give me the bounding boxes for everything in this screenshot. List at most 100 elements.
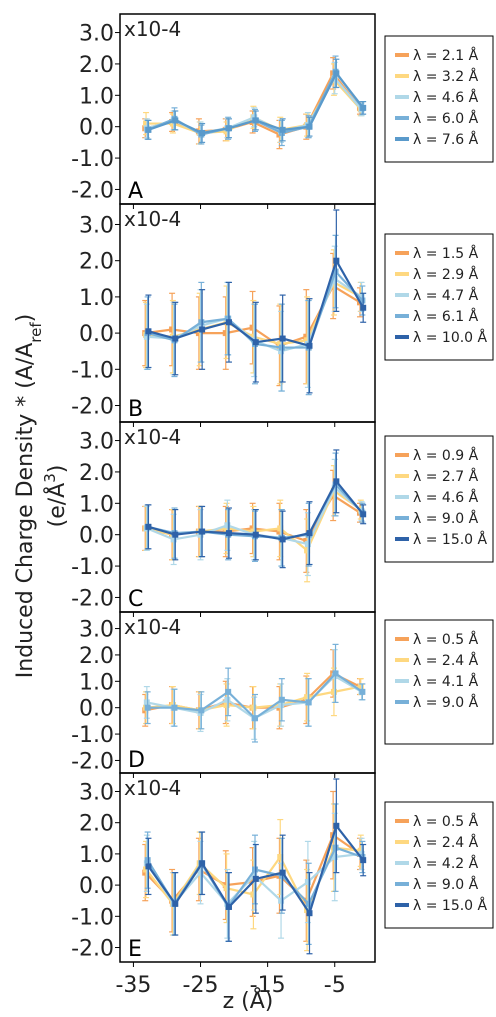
data-point: [225, 903, 232, 910]
y-tick-label: 0.0: [79, 524, 114, 549]
data-point: [172, 335, 179, 342]
data-point: [304, 547, 311, 554]
data-point: [305, 699, 312, 706]
legend: λ = 0.9 Å λ = 2.7 Å λ = 4.6 Å λ = 9.0 Å λ = …: [384, 435, 494, 563]
data-point: [197, 869, 204, 876]
y-tick-label: 1.0: [79, 843, 114, 868]
y-tick-label: -1.0: [71, 147, 114, 172]
legend-entry: λ = 2.4 Å: [413, 652, 479, 669]
legend-entry: λ = 9.0 Å: [413, 876, 479, 893]
panel-letter: D: [128, 748, 145, 773]
data-point: [143, 333, 150, 340]
data-point: [223, 702, 230, 709]
series-2: [143, 249, 364, 385]
data-point: [278, 897, 285, 904]
y-tick-label: -2.0: [71, 937, 114, 962]
y-tick-label: 1.0: [79, 286, 114, 311]
legend-entry: λ = 9.0 Å: [413, 510, 479, 527]
data-point: [169, 326, 176, 333]
data-point: [225, 315, 232, 322]
plot-frame: [119, 772, 376, 963]
data-point: [145, 863, 152, 870]
data-point: [304, 694, 311, 701]
series-4: [144, 55, 366, 147]
data-point: [306, 910, 313, 917]
data-point: [223, 128, 230, 135]
y-tick-label: -1.0: [71, 905, 114, 930]
data-point: [279, 869, 286, 876]
data-point: [143, 120, 150, 127]
y-tick-label: -2.0: [71, 395, 114, 420]
legend-entry: λ = 15.0 Å: [413, 531, 488, 548]
data-point: [279, 335, 286, 342]
y-tick-label: 2.0: [79, 461, 114, 486]
data-point: [171, 704, 178, 711]
panel-a: 3.0 2.0 1.0 0.0 -1.0 -2.0 x10-4 Aλ = 2.1 Å λ = 3…: [71, 13, 494, 209]
data-point: [143, 866, 150, 873]
y-tick-label: 0.0: [79, 116, 114, 141]
data-point: [360, 104, 367, 111]
data-point: [224, 522, 231, 529]
data-point: [252, 875, 259, 882]
data-point: [279, 536, 286, 543]
y-tick-label: -2.0: [71, 749, 114, 774]
data-point: [304, 878, 311, 885]
data-point: [197, 322, 204, 329]
data-point: [223, 525, 230, 532]
legend-entry: λ = 4.1 Å: [413, 673, 479, 690]
data-point: [358, 293, 365, 300]
data-point: [359, 297, 366, 304]
series-5: [145, 209, 367, 394]
data-point: [222, 330, 229, 337]
data-point: [333, 478, 340, 485]
y-tick-label: -2.0: [71, 586, 114, 611]
data-point: [250, 333, 257, 340]
y-tick-label: 2.0: [79, 53, 114, 78]
data-point: [330, 688, 337, 695]
data-point: [332, 844, 339, 851]
data-point: [360, 511, 367, 518]
data-point: [144, 704, 151, 711]
x-tick-label: -15: [250, 973, 286, 998]
data-point: [278, 129, 285, 136]
y-axis-title: Induced Charge Density * (A/Aref): [13, 314, 45, 679]
x-tick-label: -5: [324, 973, 346, 998]
scale-multiplier: x10-4: [124, 207, 181, 231]
panel-letter: E: [128, 937, 142, 962]
data-point: [278, 348, 285, 355]
data-point: [172, 900, 179, 907]
data-point: [223, 885, 230, 892]
data-point: [333, 822, 340, 829]
data-point: [333, 70, 340, 77]
legend-entry: λ = 2.1 Å: [413, 47, 479, 64]
y-tick-label: 3.0: [79, 213, 114, 238]
data-point: [224, 696, 231, 703]
y-tick-label: 3.0: [79, 618, 114, 643]
panel-c: 3.0 2.0 1.0 0.0 -1.0 -2.0 x10-4 Cλ = 0.9 Å λ = 2…: [71, 421, 494, 617]
data-point: [170, 536, 177, 543]
panel-b: 3.0 2.0 1.0 0.0 -1.0 -2.0 x10-4 Bλ = 1.5 Å λ = 2…: [71, 203, 494, 427]
legend-entry: λ = 1.5 Å: [413, 245, 479, 262]
data-point: [357, 683, 364, 690]
data-point: [360, 857, 367, 864]
data-point: [249, 324, 256, 331]
legend-entry: λ = 2.7 Å: [413, 468, 479, 485]
x-axis-title: z (Å): [223, 987, 274, 1014]
legend-entry: λ = 0.5 Å: [413, 631, 479, 648]
series-5: [145, 58, 367, 143]
x-tick-label: -25: [183, 973, 219, 998]
y-tick-label: 2.0: [79, 812, 114, 837]
data-point: [198, 707, 205, 714]
data-point: [359, 688, 366, 695]
legend-entry: λ = 3.2 Å: [413, 68, 479, 85]
panel-e: 3.0 2.0 1.0 0.0 -1.0 -2.0-35 -25 -15 -5 x10-4 Eλ =…: [71, 772, 494, 998]
data-point: [278, 702, 285, 709]
y-tick-label: -1.0: [71, 723, 114, 748]
data-point: [303, 537, 310, 544]
y-tick-label: 3.0: [79, 780, 114, 805]
y-tick-label: 1.0: [79, 84, 114, 109]
data-point: [304, 541, 311, 548]
panel-d: 3.02.01.00.0-1.0-2.0 x10-4 Dλ = 0.5 Å λ = 2…: [71, 611, 494, 778]
